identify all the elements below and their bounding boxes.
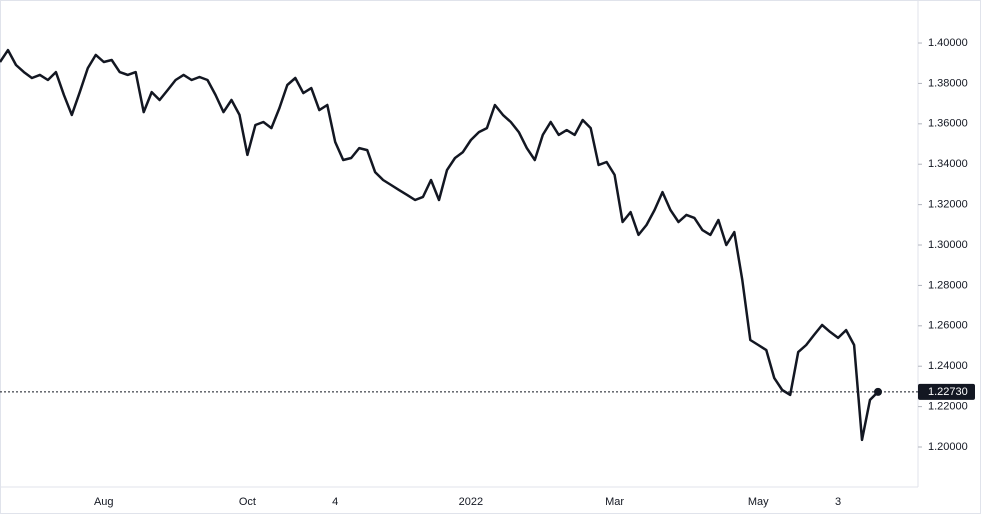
x-tick-label: May [748,496,769,508]
y-tick-label: 1.34000 [928,158,968,170]
x-tick-label: 2022 [459,496,483,508]
price-label: 1.22730 [928,386,968,398]
y-tick-label: 1.32000 [928,199,968,211]
y-tick-label: 1.24000 [928,360,968,372]
price-label-box [918,383,975,400]
price-line [0,48,879,442]
y-tick-label: 1.20000 [928,441,968,453]
x-tick-label: 4 [332,496,338,508]
x-tick-label: Oct [239,496,256,508]
y-tick-label: 1.22000 [928,401,968,413]
y-tick-label: 1.40000 [928,37,968,49]
y-tick-label: 1.38000 [928,77,968,89]
y-tick-label: 1.30000 [928,239,968,251]
last-point [874,387,882,396]
y-tick-label: 1.26000 [928,320,968,332]
x-tick-label: Aug [94,496,114,508]
y-tick-label: 1.36000 [928,118,968,130]
y-tick-label: 1.28000 [928,279,968,291]
x-tick-label: Mar [605,496,624,508]
x-tick-label: 3 [835,496,841,508]
